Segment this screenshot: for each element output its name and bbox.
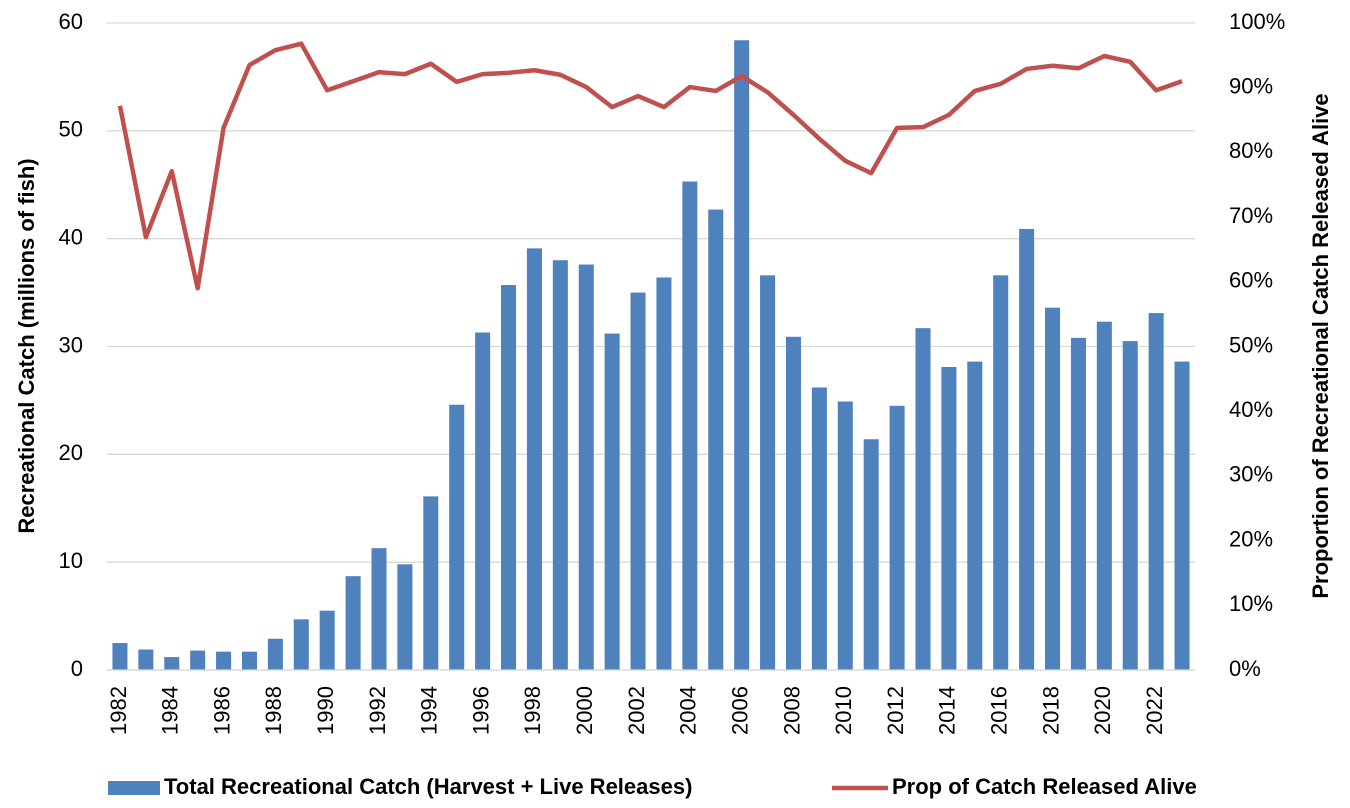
- x-tick-label: 2012: [883, 686, 908, 735]
- bar: [941, 366, 957, 670]
- bar: [526, 248, 542, 670]
- bar: [1019, 228, 1035, 670]
- y2-tick-label: 40%: [1229, 397, 1273, 422]
- x-tick-label: 1992: [365, 686, 390, 735]
- y-tick-label: 20: [59, 440, 83, 465]
- bar: [1148, 313, 1164, 670]
- bar: [371, 548, 387, 670]
- line: [117, 41, 1183, 291]
- x-tick-label: 2008: [779, 686, 804, 735]
- x-tick-label: 2006: [727, 686, 752, 735]
- bar: [293, 619, 309, 670]
- x-tick-label: 2000: [572, 686, 597, 735]
- y-tick-label: 10: [59, 548, 83, 573]
- y2-tick-label: 30%: [1229, 462, 1273, 487]
- legend-swatch: [108, 781, 160, 795]
- y2-tick-label: 90%: [1229, 74, 1273, 99]
- bar: [1174, 361, 1190, 670]
- y2-tick-label: 70%: [1229, 203, 1273, 228]
- bar: [915, 328, 931, 670]
- y2-tick-label: 0%: [1229, 656, 1261, 681]
- legend-label: Prop of Catch Released Alive: [892, 774, 1197, 799]
- bar: [1096, 321, 1112, 670]
- y-tick-label: 50: [59, 117, 83, 142]
- bar: [1070, 337, 1086, 670]
- x-tick-label: 1996: [468, 686, 493, 735]
- x-tick-label: 2020: [1090, 686, 1115, 735]
- bar: [423, 496, 439, 670]
- bar: [708, 209, 724, 670]
- y2-tick-label: 50%: [1229, 332, 1273, 357]
- y-tick-label: 0: [71, 656, 83, 681]
- x-tick-label: 1990: [313, 686, 338, 735]
- bar: [112, 643, 128, 670]
- y2-tick-label: 60%: [1229, 268, 1273, 293]
- bar: [475, 332, 491, 670]
- bar: [164, 657, 180, 670]
- y-tick-label: 40: [59, 224, 83, 249]
- y2-tick-label: 80%: [1229, 138, 1273, 163]
- bar: [345, 576, 361, 670]
- x-tick-label: 1994: [417, 686, 442, 735]
- y-tick-label: 30: [59, 332, 83, 357]
- bar: [785, 336, 801, 670]
- x-tick-label: 1988: [261, 686, 286, 735]
- legend-label: Total Recreational Catch (Harvest + Live…: [164, 774, 692, 799]
- bar: [682, 181, 698, 670]
- y2-axis-title: Proportion of Recreational Catch Release…: [1308, 93, 1333, 598]
- bar: [138, 649, 154, 670]
- x-tick-label: 2004: [676, 686, 701, 735]
- bar: [501, 285, 517, 670]
- bar: [811, 387, 827, 670]
- bar: [967, 361, 983, 670]
- y2-tick-label: 20%: [1229, 526, 1273, 551]
- bar: [1045, 307, 1061, 670]
- bar: [630, 292, 646, 670]
- x-tick-label: 2010: [831, 686, 856, 735]
- x-tick-label: 1986: [209, 686, 234, 735]
- bar: [760, 275, 776, 670]
- y-axis-title: Recreational Catch (millions of fish): [14, 158, 39, 533]
- bar: [552, 260, 568, 670]
- bar: [604, 333, 620, 670]
- x-tick-label: 1998: [520, 686, 545, 735]
- bar: [656, 277, 672, 670]
- bar: [449, 404, 465, 670]
- bar: [397, 564, 413, 670]
- x-tick-label: 1982: [106, 686, 131, 735]
- bar: [267, 638, 283, 670]
- bar: [1122, 341, 1138, 670]
- x-tick-label: 1984: [158, 686, 183, 735]
- x-tick-label: 2014: [935, 686, 960, 735]
- bar: [863, 439, 879, 670]
- bar: [889, 405, 905, 670]
- bar: [241, 651, 257, 670]
- bar: [190, 650, 206, 670]
- y2-tick-label: 10%: [1229, 591, 1273, 616]
- x-tick-label: 2016: [987, 686, 1012, 735]
- bar: [319, 610, 335, 670]
- x-tick-label: 2022: [1142, 686, 1167, 735]
- x-tick-label: 2002: [624, 686, 649, 735]
- x-tick-label: 2018: [1038, 686, 1063, 735]
- bar: [993, 275, 1009, 670]
- y-tick-label: 60: [59, 9, 83, 34]
- bar: [216, 651, 232, 670]
- bar: [734, 40, 750, 670]
- bar: [578, 264, 594, 670]
- bar: [837, 401, 853, 670]
- y2-tick-label: 100%: [1229, 9, 1285, 34]
